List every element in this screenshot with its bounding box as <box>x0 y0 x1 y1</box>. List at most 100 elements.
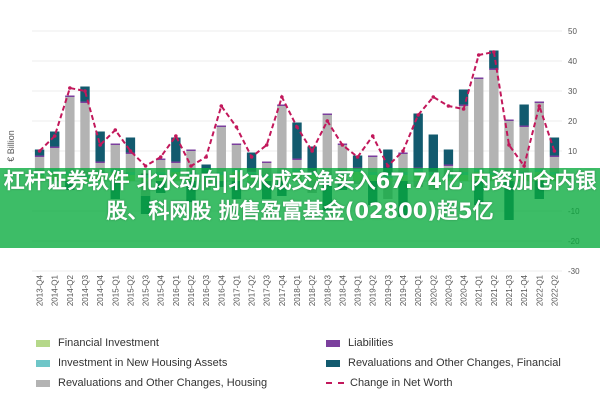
legend-item: Revaluations and Other Changes, Housing <box>36 374 267 392</box>
headline-banner <box>0 168 600 248</box>
x-tick-label: 2014-Q2 <box>66 274 75 306</box>
legend-swatch <box>36 379 50 387</box>
legend-label: Revaluations and Other Changes, Financia… <box>348 357 561 369</box>
bar <box>458 106 469 172</box>
net-worth-point <box>68 86 72 90</box>
bar <box>549 157 560 172</box>
net-worth-point <box>52 134 57 138</box>
legend-item: Liabilities <box>326 334 393 352</box>
x-tick-label: 2018-Q3 <box>323 274 332 306</box>
bar <box>80 101 90 103</box>
net-worth-point <box>431 95 436 99</box>
bar <box>80 103 90 175</box>
bar <box>95 161 105 163</box>
net-worth-point <box>492 50 496 54</box>
bar <box>50 148 60 169</box>
legend-line-swatch <box>326 382 344 384</box>
bar <box>156 158 166 160</box>
legend-swatch <box>326 359 340 367</box>
x-tick-label: 2016-Q4 <box>217 274 226 306</box>
bar <box>489 70 499 172</box>
bar <box>262 161 272 163</box>
y-tick-label: 40 <box>568 57 577 66</box>
legend-item: Investment in New Housing Assets <box>36 354 227 372</box>
x-tick-label: 2017-Q2 <box>248 274 257 306</box>
x-tick-label: 2018-Q4 <box>338 274 347 306</box>
bar <box>458 104 469 106</box>
bar <box>246 152 257 171</box>
net-worth-point <box>295 125 299 129</box>
net-worth-line <box>37 50 557 169</box>
x-tick-label: 2019-Q3 <box>384 274 393 306</box>
legend-item: Change in Net Worth <box>326 374 453 392</box>
legend-item: Revaluations and Other Changes, Financia… <box>326 354 561 372</box>
net-worth-point <box>113 128 118 132</box>
net-worth-point <box>219 104 224 108</box>
bar <box>292 158 302 160</box>
bar <box>322 115 332 175</box>
bar <box>65 95 75 97</box>
net-worth-point <box>174 134 178 138</box>
bar <box>95 163 105 172</box>
bar <box>549 137 560 156</box>
legend-swatch <box>326 339 340 347</box>
bar <box>277 104 287 106</box>
net-worth-point <box>128 149 133 153</box>
bar <box>110 145 120 169</box>
bar <box>504 121 514 175</box>
bar <box>337 145 348 172</box>
bar <box>443 164 454 166</box>
x-tick-label: 2021-Q4 <box>520 274 529 306</box>
x-tick-label: 2015-Q3 <box>142 274 151 306</box>
legend-label: Liabilities <box>348 337 394 349</box>
y-axis-label: € Billion <box>6 130 16 162</box>
net-worth-point <box>234 125 239 129</box>
x-tick-label: 2015-Q4 <box>157 274 166 306</box>
net-worth-point <box>143 164 148 168</box>
x-tick-label: 2021-Q2 <box>490 274 499 306</box>
legend-swatch <box>36 339 50 347</box>
legend-label: Investment in New Housing Assets <box>58 357 228 369</box>
bar <box>413 113 423 168</box>
bar <box>474 79 484 169</box>
bar <box>171 163 181 169</box>
x-tick-label: 2019-Q2 <box>369 274 378 306</box>
x-tick-label: 2017-Q4 <box>278 274 287 306</box>
bar <box>428 134 438 171</box>
bar <box>50 146 60 148</box>
net-worth-point <box>537 104 542 108</box>
bar <box>34 155 45 157</box>
net-worth-point <box>355 155 360 159</box>
bar <box>186 151 196 172</box>
net-worth-point <box>340 143 345 147</box>
headline-text: 杠杆证券软件 北水动向|北水成交净买入67.74亿 内资加仓内银股、科网股 抛售… <box>3 169 597 223</box>
bar <box>292 122 302 159</box>
net-worth-point <box>476 53 481 57</box>
x-tick-label: 2019-Q1 <box>354 274 363 306</box>
bar <box>216 127 226 172</box>
y-tick-label: 50 <box>568 27 577 36</box>
x-tick-label: 2021-Q1 <box>475 274 484 306</box>
x-tick-label: 2020-Q2 <box>429 274 438 306</box>
bar <box>171 137 181 162</box>
net-worth-point <box>310 149 314 153</box>
bar <box>34 157 45 172</box>
bar <box>307 146 317 171</box>
bar <box>352 155 363 168</box>
net-worth-point <box>83 89 87 93</box>
bar <box>277 106 287 172</box>
net-worth-point <box>446 104 451 108</box>
x-tick-label: 2013-Q4 <box>36 274 45 306</box>
x-tick-label: 2016-Q2 <box>187 274 196 306</box>
y-tick-label: 30 <box>568 87 577 96</box>
legend-label: Revaluations and Other Changes, Housing <box>58 377 268 389</box>
bar <box>156 160 166 172</box>
y-tick-label: 20 <box>568 117 577 126</box>
x-tick-label: 2020-Q3 <box>444 274 453 306</box>
bar <box>231 143 242 145</box>
x-tick-label: 2016-Q3 <box>202 274 211 306</box>
net-worth-point <box>158 155 163 159</box>
legend-label: Financial Investment <box>58 337 159 349</box>
x-tick-label: 2020-Q1 <box>414 274 423 306</box>
net-worth-point <box>98 143 102 147</box>
